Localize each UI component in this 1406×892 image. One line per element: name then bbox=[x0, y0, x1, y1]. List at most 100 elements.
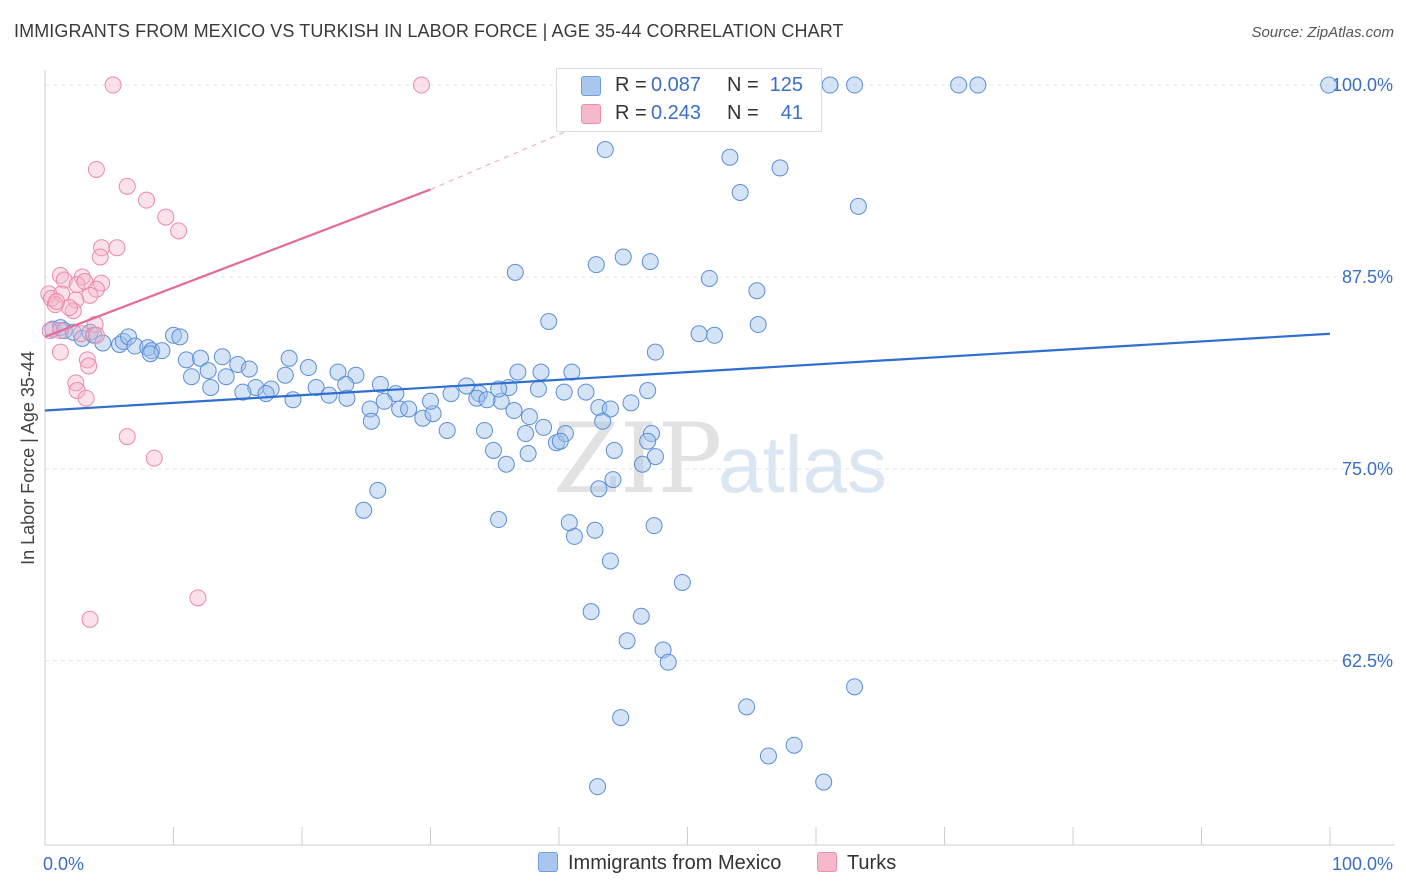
data-point-turks bbox=[72, 325, 90, 343]
data-point-mexico bbox=[276, 366, 294, 384]
data-point-mexico bbox=[234, 383, 252, 401]
data-point-mexico bbox=[361, 400, 379, 418]
data-point-mexico bbox=[517, 425, 535, 443]
data-point-mexico bbox=[605, 441, 623, 459]
watermark-atlas: atlas bbox=[718, 420, 887, 509]
data-point-turks bbox=[41, 322, 59, 340]
data-point-mexico bbox=[320, 386, 338, 404]
data-point-mexico bbox=[355, 501, 373, 519]
data-point-mexico bbox=[284, 391, 302, 409]
data-point-mexico bbox=[849, 197, 867, 215]
y-tick-label: 62.5% bbox=[1342, 651, 1393, 671]
data-point-mexico bbox=[646, 343, 664, 361]
data-point-mexico bbox=[618, 632, 636, 650]
data-point-mexico bbox=[759, 747, 777, 765]
series-legend-label: Immigrants from Mexico bbox=[568, 852, 782, 874]
data-point-mexico bbox=[846, 76, 864, 94]
data-point-mexico bbox=[639, 432, 657, 450]
data-point-mexico bbox=[182, 368, 200, 386]
data-point-mexico bbox=[700, 269, 718, 287]
data-point-mexico bbox=[126, 337, 144, 355]
data-point-mexico bbox=[475, 421, 493, 439]
data-point-mexico bbox=[821, 76, 839, 94]
data-point-mexico bbox=[369, 481, 387, 499]
y-tick-label: 75.0% bbox=[1342, 459, 1393, 479]
legend-n-label: N = bbox=[727, 102, 759, 124]
data-point-mexico bbox=[582, 603, 600, 621]
data-point-turks bbox=[170, 222, 188, 240]
watermark-zip: ZIP bbox=[553, 403, 722, 515]
data-point-mexico bbox=[497, 455, 515, 473]
legend-r-value: 0.087 bbox=[651, 74, 702, 96]
data-point-mexico bbox=[490, 380, 508, 398]
data-point-mexico bbox=[634, 455, 652, 473]
series-legend: Immigrants from Mexico Turks bbox=[538, 852, 926, 878]
data-point-turks bbox=[80, 357, 98, 375]
data-point-mexico bbox=[771, 159, 789, 177]
chart-title: IMMIGRANTS FROM MEXICO VS TURKISH IN LAB… bbox=[14, 21, 844, 41]
series-swatch-turks bbox=[816, 852, 837, 872]
series-legend-item-turks[interactable]: Turks bbox=[816, 852, 897, 875]
data-point-turks bbox=[55, 271, 73, 289]
data-point-turks bbox=[81, 286, 99, 304]
data-point-mexico bbox=[950, 76, 968, 94]
data-point-mexico bbox=[632, 607, 650, 625]
data-point-mexico bbox=[815, 773, 833, 791]
legend-n-value: 125 bbox=[769, 74, 803, 96]
source-label: Source: ZipAtlas.com bbox=[1251, 24, 1394, 41]
data-point-mexico bbox=[414, 409, 432, 427]
x-tick-label: 0.0% bbox=[43, 854, 84, 874]
data-point-mexico bbox=[362, 412, 380, 430]
data-point-turks bbox=[77, 389, 95, 407]
data-point-mexico bbox=[307, 378, 325, 396]
data-point-mexico bbox=[240, 360, 258, 378]
data-point-mexico bbox=[641, 253, 659, 271]
data-point-mexico bbox=[749, 316, 767, 334]
data-point-mexico bbox=[673, 573, 691, 591]
data-point-mexico bbox=[969, 76, 987, 94]
data-point-mexico bbox=[217, 368, 235, 386]
data-point-mexico bbox=[731, 184, 749, 201]
data-point-turks bbox=[104, 76, 122, 94]
data-point-mexico bbox=[213, 348, 231, 366]
stats-legend: R = 0.087 N = 125 R = 0.243 N = 41 bbox=[556, 68, 822, 132]
series-legend-item-mexico[interactable]: Immigrants from Mexico bbox=[538, 852, 781, 875]
data-point-mexico bbox=[612, 709, 630, 727]
data-point-mexico bbox=[442, 385, 460, 403]
data-point-turks bbox=[138, 191, 156, 209]
data-point-turks bbox=[108, 239, 126, 257]
y-tick-label: 87.5% bbox=[1342, 267, 1393, 287]
data-point-mexico bbox=[596, 141, 614, 159]
data-point-turks bbox=[91, 248, 109, 266]
data-point-mexico bbox=[614, 248, 632, 266]
data-point-mexico bbox=[532, 363, 550, 381]
legend-row-turks: R = 0.243 N = 41 bbox=[557, 99, 821, 129]
data-point-turks bbox=[81, 610, 99, 628]
data-point-mexico bbox=[705, 326, 723, 344]
data-point-mexico bbox=[257, 385, 275, 403]
data-point-turks bbox=[87, 280, 105, 298]
data-point-mexico bbox=[594, 412, 612, 430]
legend-r-label: R = bbox=[615, 102, 647, 124]
data-point-turks bbox=[145, 449, 163, 467]
data-point-turks bbox=[51, 343, 69, 361]
data-point-mexico bbox=[1320, 76, 1338, 94]
data-point-turks bbox=[189, 589, 207, 607]
trend-line-turks-extension bbox=[430, 122, 585, 190]
data-point-mexico bbox=[484, 441, 502, 459]
legend-r-value: 0.243 bbox=[651, 102, 702, 124]
data-point-mexico bbox=[478, 391, 496, 409]
data-point-mexico bbox=[645, 517, 663, 535]
legend-swatch-mexico bbox=[581, 76, 601, 96]
data-point-mexico bbox=[560, 514, 578, 532]
y-tick-label: 100.0% bbox=[1332, 75, 1393, 95]
data-point-turks bbox=[413, 76, 431, 94]
data-point-mexico bbox=[120, 328, 138, 346]
series-legend-label: Turks bbox=[846, 852, 897, 874]
data-point-mexico bbox=[690, 325, 708, 343]
data-point-mexico bbox=[748, 282, 766, 300]
data-point-mexico bbox=[199, 362, 217, 380]
legend-row-mexico: R = 0.087 N = 125 bbox=[557, 71, 821, 101]
data-point-mexico bbox=[587, 256, 605, 274]
data-point-mexico bbox=[721, 148, 739, 166]
